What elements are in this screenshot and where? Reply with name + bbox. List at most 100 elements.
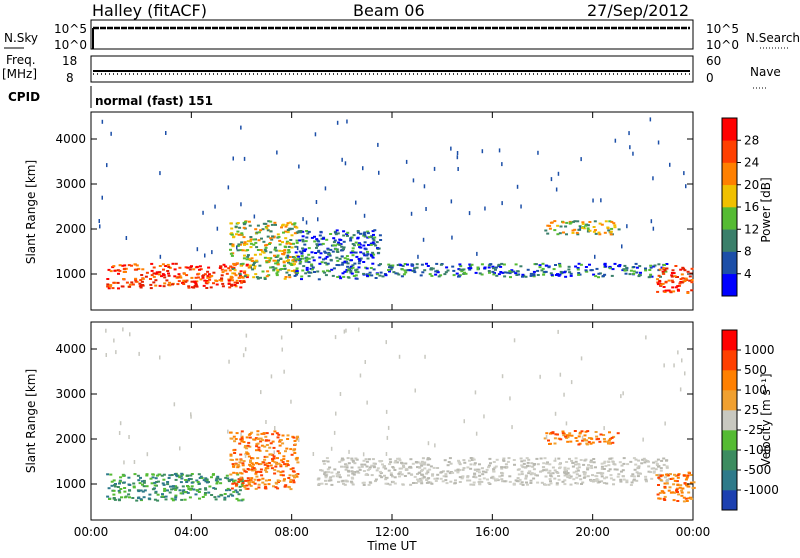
data-cell <box>153 484 157 487</box>
data-cell <box>635 471 639 474</box>
data-cell <box>372 243 376 246</box>
data-cell <box>107 268 111 271</box>
data-cell <box>492 273 496 276</box>
data-cell <box>264 225 268 228</box>
data-cell <box>289 262 293 265</box>
data-cell <box>224 265 228 268</box>
data-cell <box>246 249 250 252</box>
data-cell <box>589 461 593 464</box>
data-cell <box>305 220 308 225</box>
data-cell <box>577 466 581 469</box>
data-cell <box>540 269 544 272</box>
data-cell <box>220 279 224 282</box>
data-cell <box>468 459 471 462</box>
data-cell <box>657 465 661 468</box>
data-cell <box>470 263 474 266</box>
data-cell <box>187 479 190 482</box>
data-cell <box>416 473 419 475</box>
data-cell <box>481 470 485 473</box>
data-cell <box>260 432 264 435</box>
data-cell <box>661 474 665 477</box>
data-cell <box>218 267 222 269</box>
data-cell <box>391 264 395 267</box>
data-cell <box>468 211 471 216</box>
data-cell <box>161 263 165 266</box>
data-cell <box>324 186 327 191</box>
data-cell <box>360 463 364 466</box>
colorbar-tick-label: 24 <box>744 156 759 170</box>
data-cell <box>349 480 353 483</box>
data-cell <box>425 479 429 481</box>
data-cell <box>662 497 666 500</box>
data-cell <box>356 470 360 473</box>
data-cell <box>581 435 584 440</box>
data-cell <box>473 472 477 475</box>
data-cell <box>372 268 376 271</box>
data-cell <box>662 272 666 275</box>
data-cell <box>176 276 180 279</box>
data-cell <box>358 327 360 332</box>
data-cell <box>133 473 137 476</box>
data-cell <box>174 478 178 481</box>
data-cell <box>346 119 348 124</box>
data-cell <box>263 278 267 280</box>
data-cell <box>351 254 355 257</box>
data-cell <box>426 463 430 466</box>
data-cell <box>573 228 577 231</box>
data-cell <box>353 462 357 465</box>
data-cell <box>295 475 299 478</box>
data-cell <box>389 472 393 475</box>
data-cell <box>656 283 660 286</box>
data-cell <box>298 438 300 442</box>
data-cell <box>545 435 548 439</box>
data-cell <box>268 446 272 449</box>
data-cell <box>409 458 413 461</box>
data-cell <box>232 480 235 483</box>
data-cell <box>247 481 251 484</box>
data-cell <box>619 478 623 481</box>
data-cell <box>371 256 375 259</box>
data-cell <box>602 434 606 436</box>
data-cell <box>540 481 544 484</box>
data-cell <box>673 275 677 278</box>
data-cell <box>608 431 611 434</box>
data-cell <box>323 250 327 253</box>
data-cell <box>384 274 388 277</box>
data-cell <box>551 432 555 435</box>
data-cell <box>608 441 611 444</box>
data-cell <box>646 460 650 463</box>
data-cell <box>611 460 615 463</box>
data-cell <box>688 279 692 282</box>
data-cell <box>378 170 380 175</box>
data-cell <box>579 225 581 230</box>
data-cell <box>172 487 176 490</box>
data-cell <box>397 273 401 276</box>
data-cell <box>363 213 366 218</box>
colorbar-tick-label: 28 <box>744 133 759 147</box>
data-cell <box>637 275 641 278</box>
data-cell <box>508 480 512 483</box>
data-cell <box>665 482 669 485</box>
data-cell <box>233 482 237 485</box>
data-cell <box>617 473 621 476</box>
data-cell <box>227 278 231 281</box>
data-cell <box>366 274 369 277</box>
data-cell <box>474 390 477 395</box>
data-cell <box>320 261 324 264</box>
data-cell <box>287 261 290 264</box>
data-cell <box>230 227 234 230</box>
data-cell <box>504 463 508 466</box>
data-cell <box>113 498 117 501</box>
data-cell <box>683 482 687 485</box>
data-cell <box>663 264 666 266</box>
data-cell <box>588 263 591 266</box>
data-cell <box>500 478 504 481</box>
data-cell <box>301 238 305 241</box>
data-cell <box>129 332 131 337</box>
data-cell <box>549 432 552 435</box>
data-cell <box>473 462 477 465</box>
data-cell <box>269 266 273 269</box>
data-cell <box>581 439 585 442</box>
data-cell <box>294 260 298 263</box>
